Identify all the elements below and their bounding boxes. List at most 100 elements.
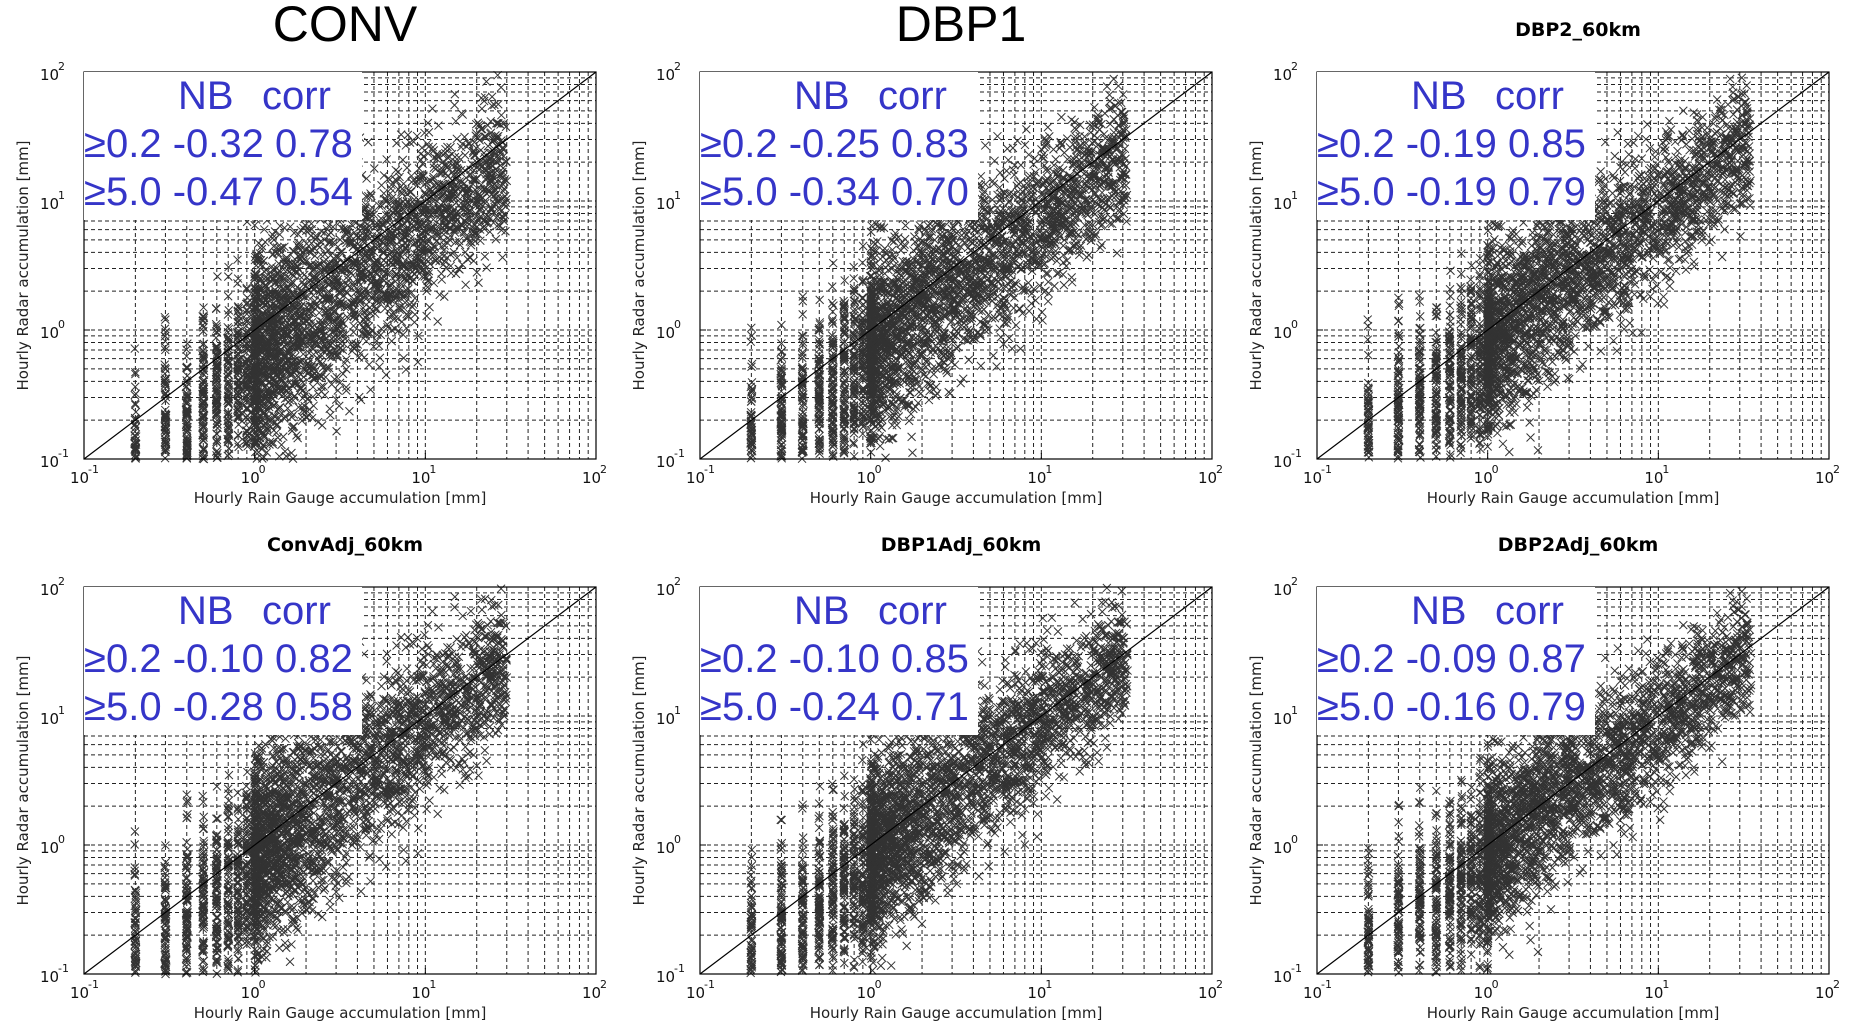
scatter-point	[223, 291, 233, 301]
scatter-point	[850, 286, 859, 296]
scatter-point	[402, 163, 412, 173]
scatter-point	[213, 453, 222, 462]
scatter-point	[438, 150, 448, 160]
scatter-point	[429, 146, 439, 155]
scatter-point	[491, 131, 500, 140]
scatter-point	[777, 320, 786, 330]
scatter-point	[849, 388, 859, 398]
scatter-point	[211, 319, 221, 329]
scatter-point	[827, 298, 837, 308]
scatter-point	[395, 172, 404, 182]
scatter-point	[271, 342, 280, 351]
scatter-point	[483, 184, 492, 194]
scatter-point	[428, 104, 437, 113]
scatter-point	[297, 402, 307, 412]
scatter-point	[422, 205, 432, 214]
scatter-point	[417, 170, 427, 179]
scatter-point	[799, 419, 808, 429]
scatter-point	[815, 382, 824, 392]
scatter-point	[392, 138, 401, 148]
scatter-point	[369, 210, 379, 220]
scatter-point	[849, 370, 859, 380]
scatter-point	[233, 357, 243, 366]
scatter-point	[223, 359, 233, 369]
scatter-point	[280, 223, 289, 233]
scatter-point	[858, 277, 868, 287]
scatter-point	[1029, 159, 1038, 169]
scatter-point	[746, 337, 756, 347]
scatter-point	[223, 363, 233, 373]
scatter-point	[250, 417, 260, 426]
scatter-point	[490, 190, 499, 200]
scatter-point	[858, 318, 868, 327]
scatter-point	[351, 218, 361, 228]
scatter-point	[850, 341, 859, 351]
y-tick-exponent: 1	[58, 189, 65, 202]
scatter-point	[492, 157, 501, 167]
scatter-point	[309, 278, 319, 288]
scatter-point	[480, 132, 489, 141]
scatter-point	[260, 281, 270, 290]
scatter-point	[199, 312, 209, 321]
scatter-point	[199, 410, 209, 420]
scatter-point	[429, 278, 439, 288]
scatter-point	[329, 275, 339, 285]
scatter-point	[491, 189, 501, 199]
scatter-point	[275, 221, 285, 231]
scatter-point	[354, 392, 364, 402]
scatter-point	[353, 293, 363, 303]
scatter-point	[434, 121, 443, 130]
scatter-point	[252, 313, 262, 323]
scatter-point	[747, 445, 756, 455]
scatter-point	[242, 427, 252, 437]
scatter-point	[371, 256, 381, 266]
scatter-point	[212, 375, 221, 385]
scatter-point	[212, 390, 222, 400]
scatter-point	[345, 406, 354, 416]
scatter-point	[243, 375, 252, 385]
scatter-point	[840, 276, 850, 285]
scatter-point	[376, 214, 386, 223]
scatter-point	[463, 198, 472, 207]
scatter-point	[332, 372, 342, 382]
scatter-point	[260, 358, 270, 368]
scatter-point	[480, 153, 490, 162]
scatter-point	[273, 321, 283, 330]
scatter-point	[234, 410, 243, 420]
scatter-point	[323, 246, 332, 256]
scatter-point	[446, 261, 456, 271]
scatter-point	[233, 439, 243, 448]
scatter-point	[777, 453, 787, 463]
scatter-point	[447, 149, 457, 159]
scatter-point	[272, 420, 281, 430]
scatter-point	[858, 429, 868, 439]
x-tick-label: 10	[582, 469, 601, 487]
scatter-point	[292, 365, 302, 374]
scatter-point	[849, 353, 859, 363]
scatter-point	[362, 231, 372, 241]
scatter-point	[338, 369, 348, 379]
stats-threshold: ≥0.2	[84, 122, 162, 166]
scatter-point	[493, 118, 502, 128]
scatter-point	[290, 356, 299, 366]
scatter-point	[287, 351, 297, 361]
scatter-point	[383, 294, 392, 303]
scatter-point	[499, 216, 509, 226]
scatter-point	[305, 356, 315, 365]
scatter-point	[285, 362, 294, 372]
scatter-point	[294, 402, 303, 412]
scatter-point	[316, 266, 325, 276]
scatter-point	[306, 339, 316, 349]
scatter-point	[182, 432, 192, 441]
scatter-point	[310, 374, 319, 384]
scatter-point	[777, 382, 787, 391]
scatter-point	[324, 295, 334, 304]
scatter-point	[797, 390, 807, 400]
scatter-point	[297, 416, 307, 426]
scatter-point	[447, 160, 457, 170]
scatter-point	[497, 110, 506, 120]
scatter-point	[402, 216, 412, 226]
scatter-point	[384, 269, 393, 278]
scatter-point	[160, 324, 170, 334]
